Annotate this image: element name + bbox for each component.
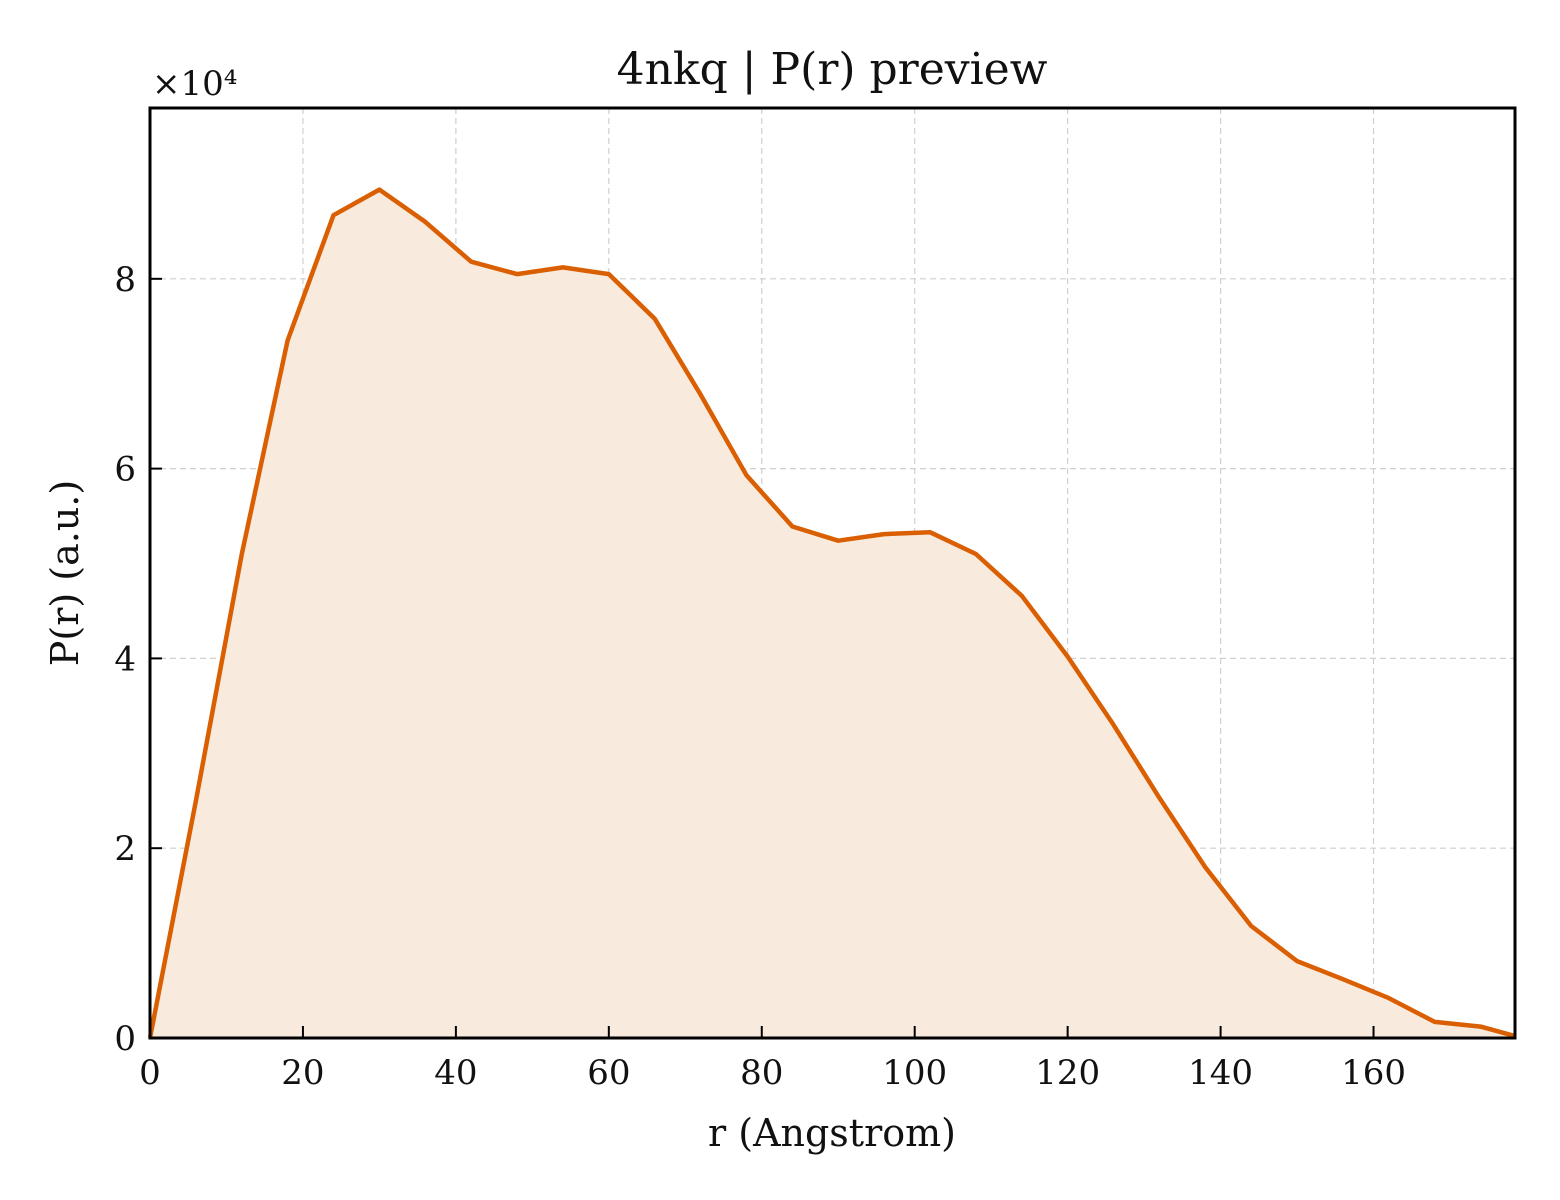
pr-area-fill: [150, 189, 1515, 1039]
pr-line: [147, 187, 1516, 1039]
y-scale-label: ×10⁴: [152, 64, 237, 104]
x-tick-label: 0: [139, 1053, 161, 1093]
x-tick-label: 20: [281, 1053, 324, 1093]
x-tick-label: 40: [434, 1053, 477, 1093]
x-tick-label: 80: [740, 1053, 783, 1093]
y-axis-label: P(r) (a.u.): [43, 480, 87, 666]
x-axis-label: r (Angstrom): [708, 1111, 956, 1155]
axis-tick-labels: 0 20 40 60 80 100 120 140 160 0 2 4 6 8: [114, 260, 1406, 1093]
y-tick-label: 6: [114, 450, 136, 490]
x-tick-label: 160: [1341, 1053, 1406, 1093]
plot-frame: [148, 106, 1517, 1040]
axis-ticks: [149, 277, 1375, 1039]
x-tick-label: 60: [587, 1053, 630, 1093]
x-tick-label: 140: [1188, 1053, 1253, 1093]
y-tick-label: 4: [114, 639, 136, 679]
x-tick-label: 120: [1035, 1053, 1100, 1093]
chart-title: 4nkq | P(r) preview: [617, 44, 1048, 95]
y-tick-label: 8: [114, 260, 136, 300]
y-tick-label: 2: [114, 829, 136, 869]
y-tick-label: 0: [114, 1019, 136, 1059]
x-tick-label: 100: [882, 1053, 947, 1093]
